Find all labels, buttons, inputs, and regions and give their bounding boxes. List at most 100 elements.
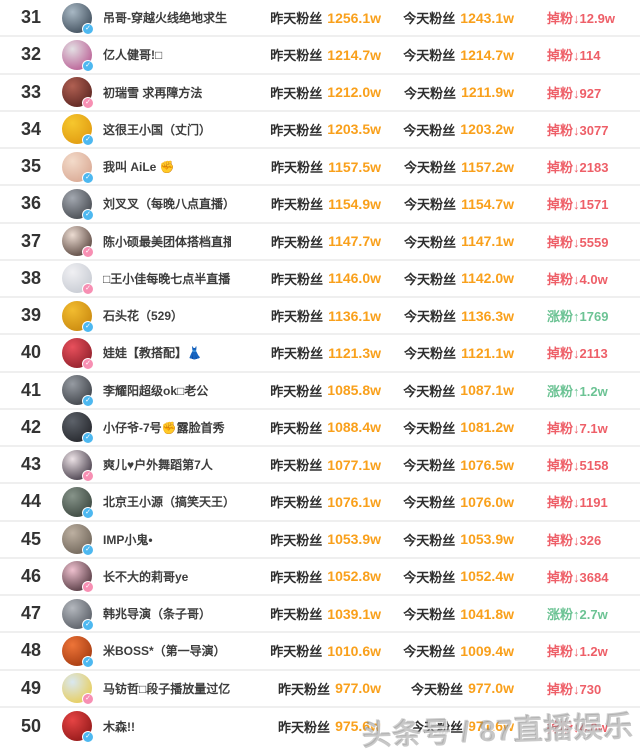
avatar[interactable]: ✓ — [62, 114, 94, 147]
today-fans-value: 1154.7w — [461, 195, 514, 212]
avatar[interactable]: ✓ — [62, 486, 94, 519]
verified-badge-icon: ✓ — [82, 432, 94, 445]
streamer-name[interactable]: 爽儿♥户外舞蹈第7人 — [103, 458, 213, 473]
verified-badge-icon: ✓ — [82, 618, 94, 631]
avatar[interactable]: ✓ — [62, 561, 94, 594]
streamer-name[interactable]: 我叫 AiLe ✊ — [103, 160, 175, 175]
streamer-name[interactable]: IMP小鬼• — [103, 532, 153, 547]
yesterday-fans-value: 1212.0w — [327, 84, 381, 101]
table-row[interactable]: 39 ✓ 石头花（529） 昨天粉丝 1136.1w 今天粉丝 1136.3w … — [0, 298, 640, 336]
streamer-name[interactable]: 韩兆导演（条子哥） — [103, 607, 212, 622]
fans-change-badge: 涨粉↑2.7w — [514, 604, 640, 623]
avatar[interactable]: ✓ — [62, 2, 94, 35]
avatar[interactable]: ✓ — [62, 77, 94, 110]
fans-change-arrow-icon: ↓ — [573, 681, 580, 697]
avatar[interactable]: ✓ — [62, 673, 94, 706]
table-row[interactable]: 35 ✓ 我叫 AiLe ✊ 昨天粉丝 1157.5w 今天粉丝 1157.2w… — [0, 149, 640, 187]
fans-change-value: 1769 — [579, 309, 609, 325]
verified-badge-icon: ✓ — [82, 320, 94, 333]
streamer-name[interactable]: 石头花（529） — [103, 309, 184, 324]
avatar[interactable]: ✓ — [62, 375, 94, 408]
avatar[interactable]: ✓ — [62, 226, 94, 259]
table-row[interactable]: 41 ✓ 李耀阳超级ok□老公 昨天粉丝 1085.8w 今天粉丝 1087.1… — [0, 372, 640, 410]
fans-change-arrow-icon: ↓ — [573, 48, 580, 64]
streamer-name[interactable]: 这很王小国（丈门） — [103, 122, 212, 137]
verified-badge-icon: ✓ — [82, 22, 94, 35]
today-fans-label: 今天粉丝 — [404, 346, 457, 362]
fans-change-arrow-icon: ↓ — [573, 11, 580, 27]
table-row[interactable]: 32 ✓ 亿人健哥!□ 昨天粉丝 1214.7w 今天粉丝 1214.7w 掉粉… — [0, 37, 640, 75]
avatar[interactable]: ✓ — [62, 39, 94, 72]
today-fans-value: 1136.3w — [461, 307, 514, 324]
fans-change-badge: 掉粉↓5559 — [514, 232, 640, 251]
table-row[interactable]: 40 ✓ 娃娃【教搭配】👗 昨天粉丝 1121.3w 今天粉丝 1121.1w … — [0, 335, 640, 373]
today-fans-stat: 今天粉丝 1041.8w — [381, 604, 514, 623]
streamer-name[interactable]: 木森!! — [103, 719, 135, 734]
table-row[interactable]: 44 ✓ 北京王小源（搞笑天王） 昨天粉丝 1076.1w 今天粉丝 1076.… — [0, 484, 640, 522]
today-fans-label: 今天粉丝 — [403, 420, 456, 436]
today-fans-value: 1041.8w — [460, 605, 514, 622]
today-fans-label: 今天粉丝 — [403, 122, 456, 138]
streamer-name[interactable]: 亿人健哥!□ — [103, 48, 163, 63]
rank-number: 49 — [20, 677, 42, 698]
table-row[interactable]: 42 ✓ 小仔爷-7号✊露脸首秀 昨天粉丝 1088.4w 今天粉丝 1081.… — [0, 409, 640, 447]
streamer-name[interactable]: 小仔爷-7号✊露脸首秀 — [103, 420, 225, 435]
rank-number: 41 — [20, 379, 42, 400]
today-fans-value: 1121.1w — [461, 344, 514, 361]
avatar[interactable]: ✓ — [62, 449, 94, 482]
avatar[interactable]: ✓ — [62, 151, 94, 184]
fans-change-value: 1191 — [579, 495, 608, 511]
table-row[interactable]: 43 ✓ 爽儿♥户外舞蹈第7人 昨天粉丝 1077.1w 今天粉丝 1076.5… — [0, 447, 640, 485]
avatar[interactable]: ✓ — [62, 524, 94, 557]
avatar[interactable]: ✓ — [62, 412, 94, 445]
streamer-name[interactable]: 长不大的莉哥ye — [103, 569, 189, 584]
table-row[interactable]: 34 ✓ 这很王小国（丈门） 昨天粉丝 1203.5w 今天粉丝 1203.2w… — [0, 111, 640, 149]
avatar[interactable]: ✓ — [62, 300, 94, 333]
fans-change-label: 掉粉 — [547, 122, 574, 138]
table-row[interactable]: 36 ✓ 刘叉叉（每晚八点直播） 昨天粉丝 1154.9w 今天粉丝 1154.… — [0, 186, 640, 224]
yesterday-fans-value: 1052.8w — [327, 568, 381, 585]
table-row[interactable]: 37 ✓ 陈小硕最美团体搭档直播 昨天粉丝 1147.7w 今天粉丝 1147.… — [0, 223, 640, 261]
avatar[interactable]: ✓ — [62, 711, 94, 744]
table-row[interactable]: 47 ✓ 韩兆导演（条子哥） 昨天粉丝 1039.1w 今天粉丝 1041.8w… — [0, 596, 640, 634]
streamer-name[interactable]: 马钫哲□段子播放量过亿 — [103, 681, 231, 696]
avatar[interactable]: ✓ — [62, 337, 94, 370]
streamer-name[interactable]: □王小佳每晚七点半直播 — [103, 271, 231, 286]
today-fans-label: 今天粉丝 — [403, 458, 456, 474]
today-fans-value: 1243.1w — [460, 9, 514, 26]
fans-change-arrow-icon: ↓ — [573, 420, 580, 436]
streamer-name[interactable]: 娃娃【教搭配】👗 — [103, 346, 202, 361]
table-row[interactable]: 46 ✓ 长不大的莉哥ye 昨天粉丝 1052.8w 今天粉丝 1052.4w … — [0, 558, 640, 596]
avatar[interactable]: ✓ — [62, 188, 94, 221]
streamer-name[interactable]: 刘叉叉（每晚八点直播） — [103, 197, 231, 212]
streamer-name[interactable]: 吊哥-穿越火线绝地求生 — [103, 11, 227, 26]
table-row[interactable]: 50 ✓ 木森!! 昨天粉丝 975.6w 今天粉丝 971.6w 掉粉↓4.0… — [0, 707, 640, 745]
table-row[interactable]: 48 ✓ 米BOSS*（第一导演） 昨天粉丝 1010.6w 今天粉丝 1009… — [0, 633, 640, 671]
yesterday-fans-stat: 昨天粉丝 975.6w — [231, 717, 381, 736]
verified-badge-icon: ✓ — [82, 506, 94, 519]
yesterday-fans-label: 昨天粉丝 — [278, 681, 331, 697]
streamer-name[interactable]: 初瑞雪 求再障方法 — [103, 85, 203, 100]
avatar[interactable]: ✓ — [62, 598, 94, 631]
verified-badge-icon: ✓ — [82, 97, 94, 110]
fans-change-value: 2.7w — [579, 607, 608, 623]
streamer-name[interactable]: 米BOSS*（第一导演） — [103, 644, 226, 659]
streamer-name[interactable]: 陈小硕最美团体搭档直播 — [103, 234, 231, 249]
table-row[interactable]: 45 ✓ IMP小鬼• 昨天粉丝 1053.9w 今天粉丝 1053.9w 掉粉… — [0, 521, 640, 559]
fans-change-arrow-icon: ↑ — [573, 383, 580, 399]
yesterday-fans-value: 1256.1w — [327, 9, 381, 26]
table-row[interactable]: 33 ✓ 初瑞雪 求再障方法 昨天粉丝 1212.0w 今天粉丝 1211.9w… — [0, 74, 640, 112]
table-row[interactable]: 38 ✓ □王小佳每晚七点半直播 昨天粉丝 1146.0w 今天粉丝 1142.… — [0, 260, 640, 298]
fans-change-value: 2183 — [579, 160, 609, 176]
table-row[interactable]: 49 ✓ 马钫哲□段子播放量过亿 昨天粉丝 977.0w 今天粉丝 977.0w… — [0, 670, 640, 708]
streamer-name[interactable]: 北京王小源（搞笑天王） — [103, 495, 231, 510]
streamer-name[interactable]: 李耀阳超级ok□老公 — [103, 383, 209, 398]
today-fans-stat: 今天粉丝 1243.1w — [381, 8, 514, 27]
fans-change-value: 1.2w — [579, 644, 608, 660]
avatar[interactable]: ✓ — [62, 263, 94, 296]
rank-number: 44 — [20, 491, 42, 512]
table-row[interactable]: 31 ✓ 吊哥-穿越火线绝地求生 昨天粉丝 1256.1w 今天粉丝 1243.… — [0, 0, 640, 38]
fans-change-value: 12.9w — [579, 11, 615, 27]
today-fans-label: 今天粉丝 — [404, 309, 457, 325]
avatar[interactable]: ✓ — [62, 635, 94, 668]
